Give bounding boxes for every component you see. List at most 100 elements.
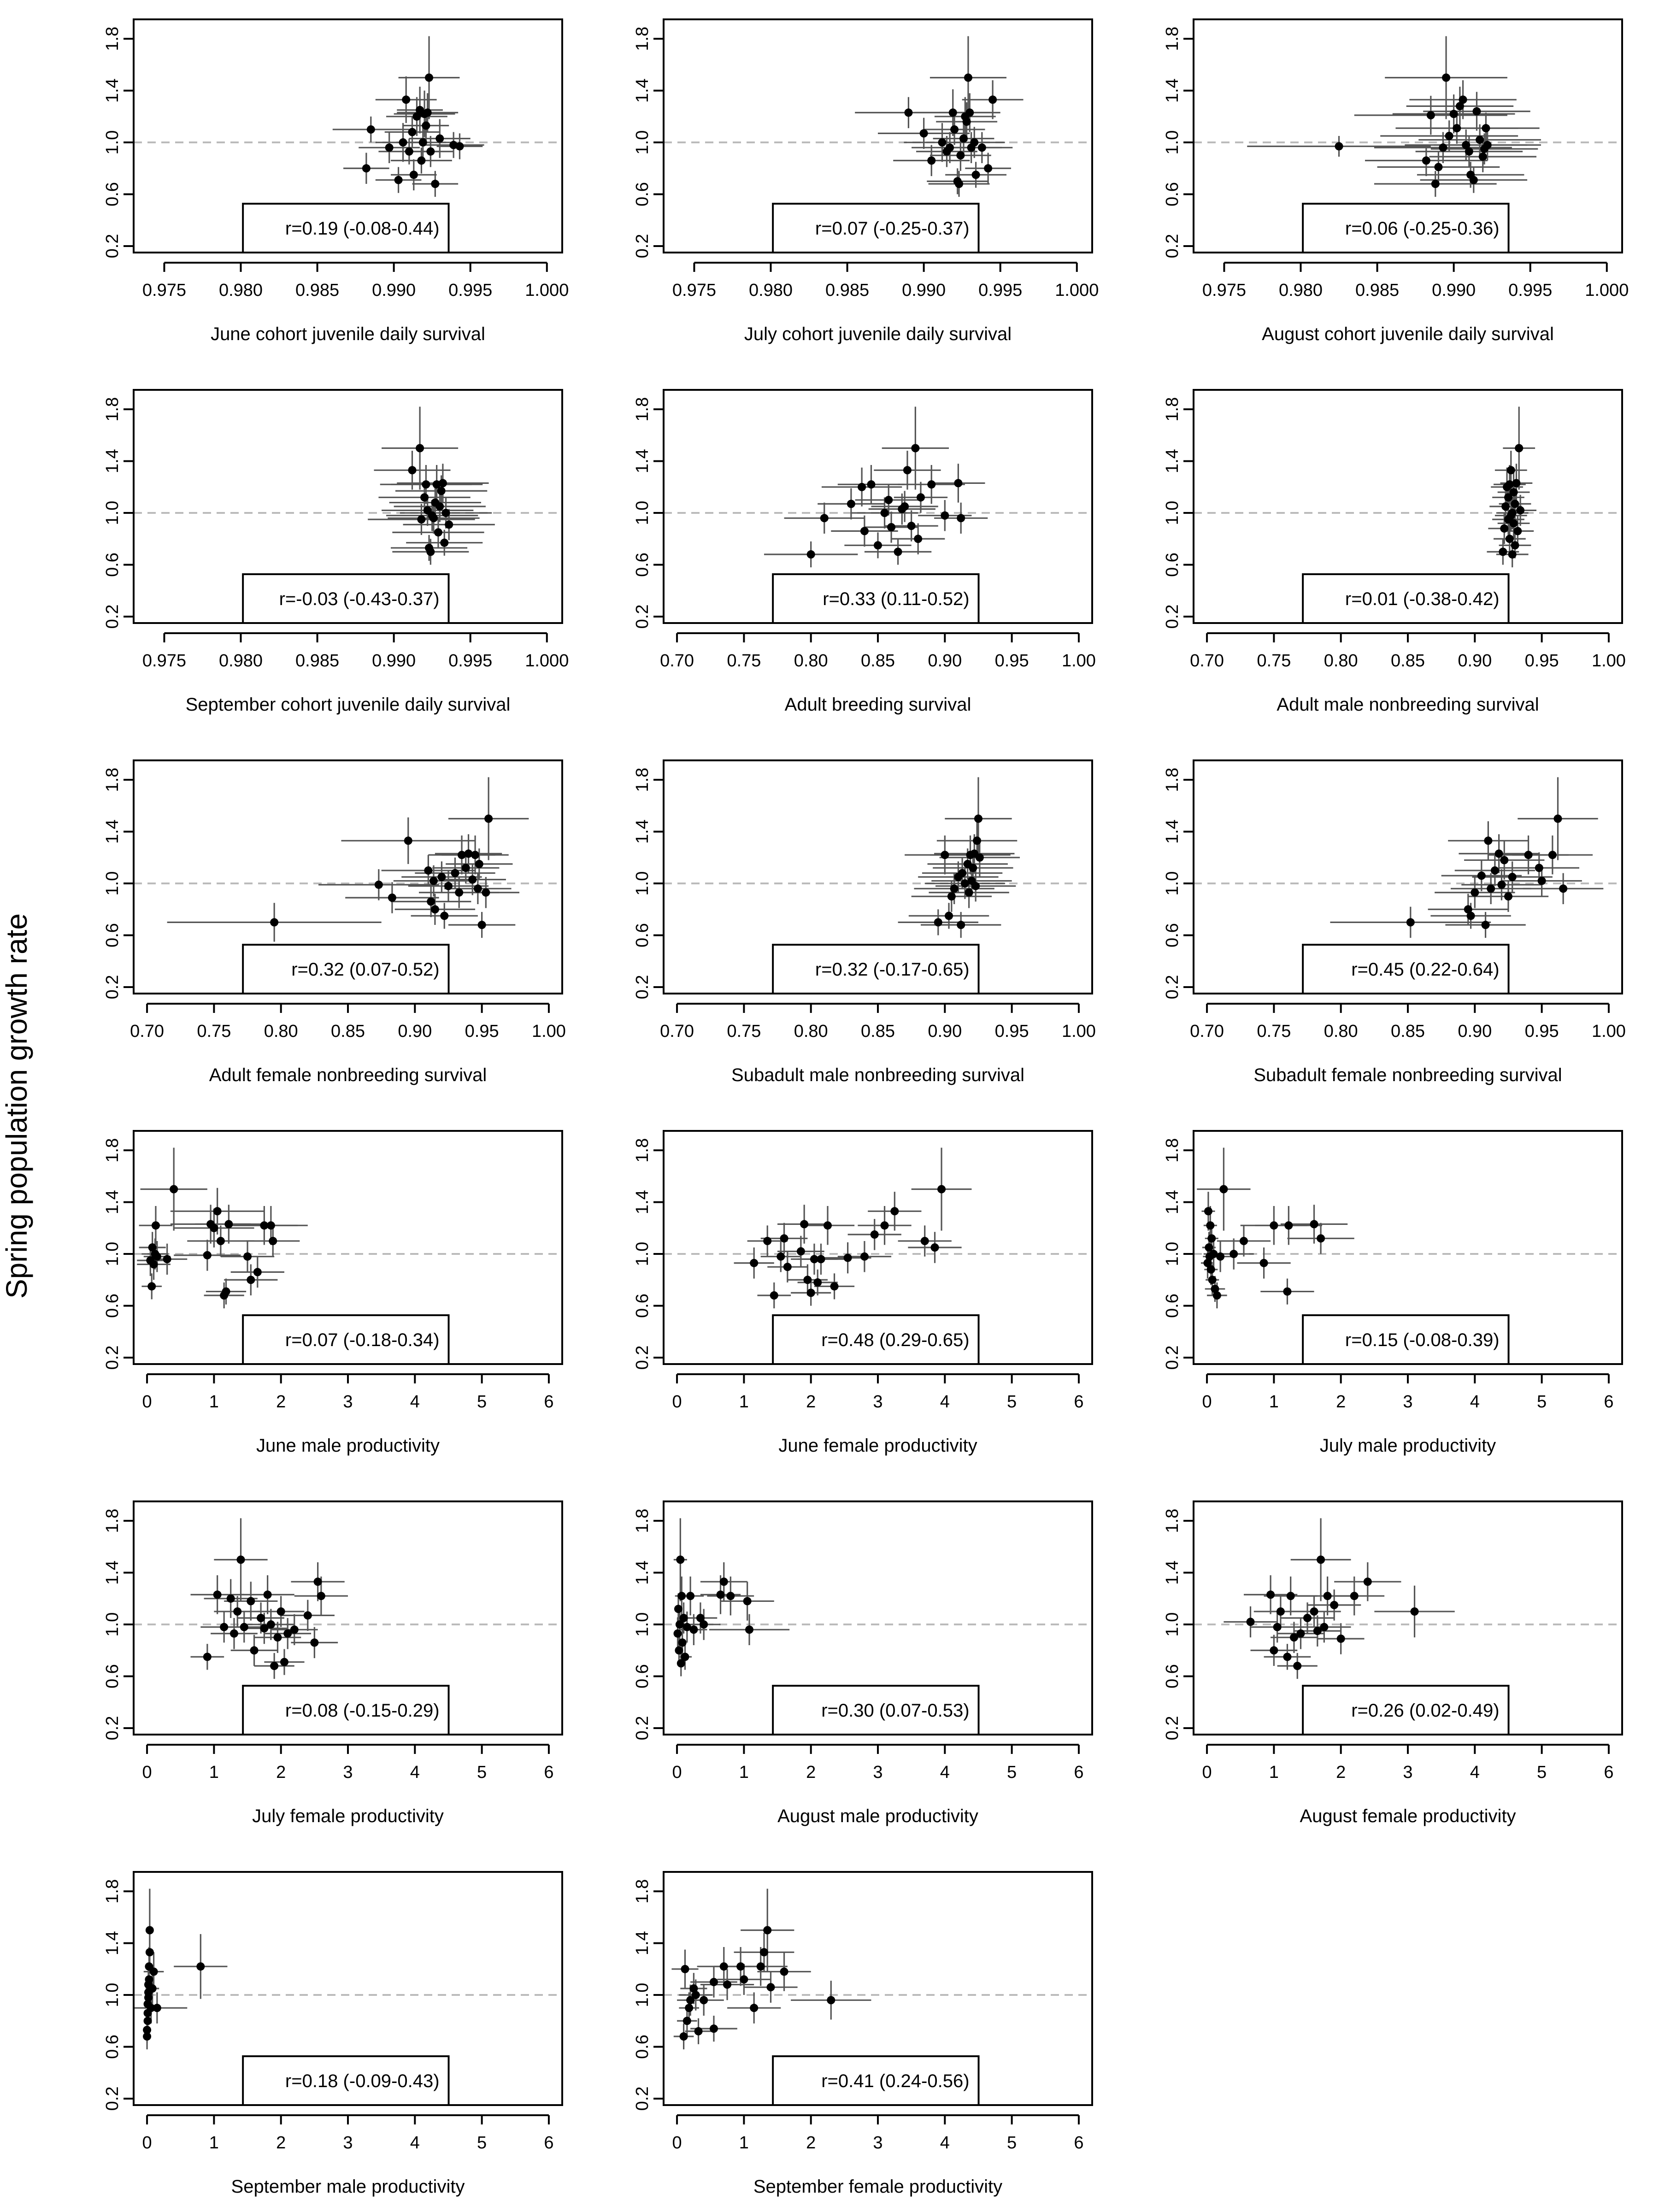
data-point [437, 487, 446, 495]
y-tick-label: 1.8 [633, 27, 652, 51]
x-tick-label: 4 [940, 1763, 950, 1782]
x-tick-label: 1.000 [525, 281, 569, 300]
data-point [1323, 1592, 1332, 1600]
data-point [434, 528, 442, 537]
x-tick-label: 0.95 [1525, 651, 1559, 671]
correlation-box [1302, 1314, 1510, 1365]
data-point [468, 875, 477, 884]
data-point [914, 535, 923, 543]
y-tick-label: 0.6 [103, 553, 122, 577]
data-point [770, 1291, 778, 1300]
scatter-panel: 0.2 0.6 1.0 1.4 1.8 0.70 0.75 0.80 0.85 0.90 0.95 1… [633, 759, 1096, 1085]
data-point [247, 1597, 255, 1606]
data-point [884, 495, 893, 504]
x-tick-label: 0.990 [372, 651, 416, 671]
data-point [956, 151, 965, 160]
data-point [858, 482, 866, 491]
data-point [1482, 124, 1490, 133]
data-point [726, 1592, 735, 1600]
data-point [1246, 1618, 1255, 1626]
data-point [273, 1633, 282, 1642]
correlation-box [1302, 203, 1510, 253]
y-tick-label: 1.4 [103, 1931, 122, 1955]
data-point [686, 1592, 695, 1600]
data-point [1313, 1627, 1322, 1635]
data-point [203, 1251, 212, 1259]
y-tick-label: 0.6 [103, 1294, 122, 1318]
data-point [1350, 1592, 1359, 1600]
data-point [233, 1607, 242, 1616]
data-point [1239, 1236, 1248, 1245]
x-tick-label: 0.70 [1190, 651, 1224, 671]
y-tick-label: 1.4 [1163, 1190, 1182, 1214]
data-point [763, 1236, 772, 1245]
data-point [1559, 884, 1568, 893]
data-point [803, 1276, 812, 1284]
data-point [440, 538, 449, 547]
correlation-box [772, 573, 980, 624]
data-point [147, 2004, 155, 2012]
data-point [830, 1282, 839, 1291]
y-tick-label: 0.6 [1163, 1294, 1182, 1318]
data-point [1422, 156, 1430, 165]
correlation-label: r=0.32 (0.07-0.52) [291, 959, 439, 980]
x-tick-label: 0 [672, 1763, 682, 1782]
x-tick-label: 0.85 [861, 651, 895, 671]
x-tick-label: 0.995 [448, 651, 492, 671]
y-tick-label: 1.8 [103, 27, 122, 51]
x-tick-label: 0.75 [727, 1022, 761, 1041]
data-point [435, 134, 444, 143]
y-tick-label: 1.8 [1163, 27, 1182, 51]
data-point [266, 1221, 275, 1230]
x-tick-label: 0.70 [660, 651, 694, 671]
correlation-box [772, 203, 980, 253]
x-tick-label: 4 [1470, 1763, 1480, 1782]
data-point [1296, 1629, 1305, 1638]
data-point [750, 2004, 759, 2012]
x-tick-label: 1.000 [1585, 281, 1629, 300]
data-point [1509, 488, 1518, 497]
y-tick-label: 1.0 [1163, 501, 1182, 525]
x-tick-label: 1.00 [1062, 651, 1096, 671]
x-tick-label: 0.975 [142, 651, 186, 671]
y-tick-label: 1.0 [1163, 1242, 1182, 1266]
data-point [965, 888, 973, 897]
y-tick-label: 1.0 [1163, 1612, 1182, 1637]
correlation-box [242, 573, 450, 624]
data-point [1494, 849, 1503, 858]
data-point [1317, 1234, 1325, 1243]
data-point [955, 180, 964, 188]
data-point [780, 1234, 788, 1243]
scatter-panel: 0.2 0.6 1.0 1.4 1.8 0 1 2 3 4 5 6 September female p… [633, 1871, 1093, 2197]
x-tick-label: 6 [1074, 1392, 1083, 1412]
x-tick-label: 0.85 [861, 1022, 895, 1041]
data-point [1293, 1662, 1302, 1671]
data-point [681, 1965, 689, 1973]
x-tick-label: 4 [1470, 1392, 1480, 1412]
data-point [1465, 147, 1473, 156]
x-tick-label: 2 [276, 1763, 286, 1782]
data-point [430, 905, 439, 914]
data-point [216, 1236, 225, 1245]
y-tick-label: 1.8 [1163, 768, 1182, 792]
x-tick-label: 2 [276, 1392, 286, 1412]
data-point [276, 1607, 285, 1616]
correlation-box [242, 944, 450, 994]
y-tick-label: 0.6 [633, 923, 652, 947]
data-point [1206, 1265, 1215, 1274]
data-point [1335, 142, 1343, 151]
data-point [1206, 1221, 1215, 1230]
x-tick-label: 0.85 [331, 1022, 365, 1041]
data-point [958, 869, 967, 877]
data-point [907, 522, 916, 530]
y-tick-label: 1.8 [1163, 1509, 1182, 1533]
data-point [1320, 1623, 1329, 1631]
x-tick-label: 1 [209, 1763, 219, 1782]
data-point [673, 1629, 682, 1638]
data-point [145, 1948, 154, 1957]
data-point [880, 509, 889, 518]
correlation-label: r=0.41 (0.24-0.56) [821, 2071, 969, 2091]
data-point [461, 864, 470, 872]
data-point [374, 880, 383, 889]
data-point [920, 1236, 929, 1245]
